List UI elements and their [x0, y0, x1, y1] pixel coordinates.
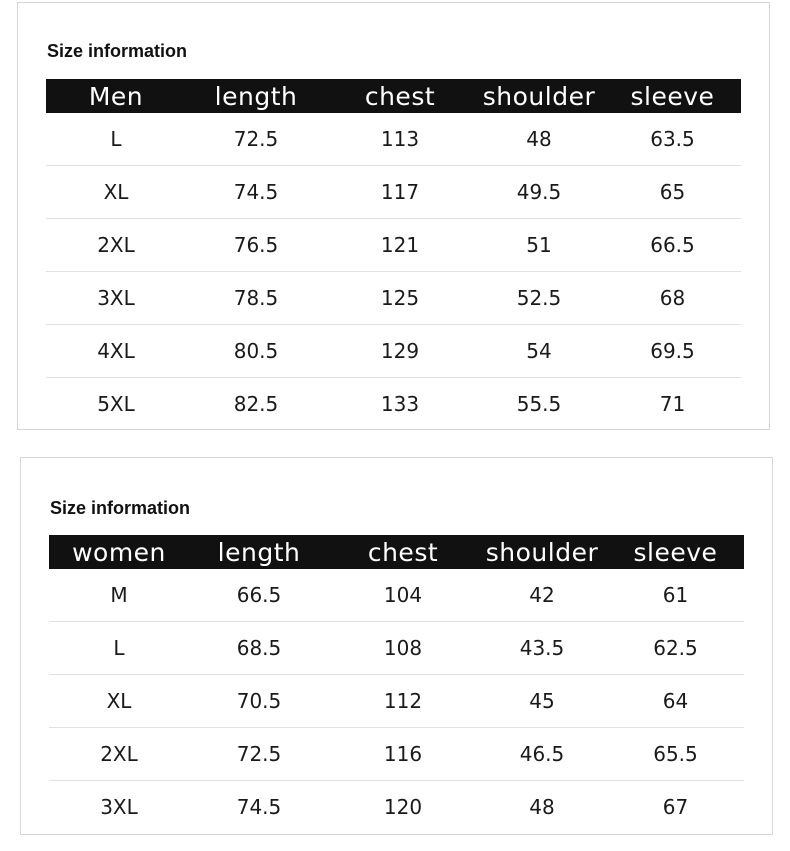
sleeve-cell: 66.5	[604, 219, 741, 272]
size-cell: M	[49, 569, 189, 622]
table-row: 3XL 74.5 120 48 67	[49, 781, 744, 834]
chest-cell: 112	[329, 675, 477, 728]
length-cell: 82.5	[186, 378, 326, 431]
men-size-table: Men length chest shoulder sleeve L 72.5 …	[46, 79, 741, 430]
length-cell: 68.5	[189, 622, 329, 675]
women-header-chest: chest	[329, 535, 477, 569]
table-row: 2XL 72.5 116 46.5 65.5	[49, 728, 744, 781]
table-row: L 72.5 113 48 63.5	[46, 113, 741, 166]
shoulder-cell: 48	[477, 781, 607, 834]
size-cell: 3XL	[46, 272, 186, 325]
table-row: 3XL 78.5 125 52.5 68	[46, 272, 741, 325]
length-cell: 74.5	[186, 166, 326, 219]
size-cell: 2XL	[46, 219, 186, 272]
length-cell: 76.5	[186, 219, 326, 272]
sleeve-cell: 62.5	[607, 622, 744, 675]
chest-cell: 133	[326, 378, 474, 431]
chest-cell: 108	[329, 622, 477, 675]
size-cell: 5XL	[46, 378, 186, 431]
length-cell: 74.5	[189, 781, 329, 834]
sleeve-cell: 65	[604, 166, 741, 219]
sleeve-cell: 61	[607, 569, 744, 622]
men-header-shoulder: shoulder	[474, 79, 604, 113]
length-cell: 80.5	[186, 325, 326, 378]
sleeve-cell: 67	[607, 781, 744, 834]
chest-cell: 104	[329, 569, 477, 622]
size-cell: XL	[46, 166, 186, 219]
men-header-row: Men length chest shoulder sleeve	[46, 79, 741, 113]
table-row: 5XL 82.5 133 55.5 71	[46, 378, 741, 431]
table-row: L 68.5 108 43.5 62.5	[49, 622, 744, 675]
men-header-sleeve: sleeve	[604, 79, 741, 113]
shoulder-cell: 48	[474, 113, 604, 166]
length-cell: 72.5	[189, 728, 329, 781]
size-cell: 2XL	[49, 728, 189, 781]
women-size-panel: Size information women length chest shou…	[20, 457, 773, 835]
women-header-length: length	[189, 535, 329, 569]
sleeve-cell: 71	[604, 378, 741, 431]
size-cell: L	[46, 113, 186, 166]
shoulder-cell: 46.5	[477, 728, 607, 781]
women-header-sleeve: sleeve	[607, 535, 744, 569]
women-header-shoulder: shoulder	[477, 535, 607, 569]
length-cell: 70.5	[189, 675, 329, 728]
size-cell: XL	[49, 675, 189, 728]
table-row: XL 74.5 117 49.5 65	[46, 166, 741, 219]
men-header-size: Men	[46, 79, 186, 113]
shoulder-cell: 45	[477, 675, 607, 728]
table-row: M 66.5 104 42 61	[49, 569, 744, 622]
length-cell: 66.5	[189, 569, 329, 622]
men-header-length: length	[186, 79, 326, 113]
men-size-panel: Size information Men length chest should…	[17, 2, 770, 430]
shoulder-cell: 42	[477, 569, 607, 622]
sleeve-cell: 63.5	[604, 113, 741, 166]
chest-cell: 121	[326, 219, 474, 272]
table-row: XL 70.5 112 45 64	[49, 675, 744, 728]
women-size-table: women length chest shoulder sleeve M 66.…	[49, 535, 744, 833]
chest-cell: 129	[326, 325, 474, 378]
men-section-title: Size information	[47, 41, 187, 62]
shoulder-cell: 51	[474, 219, 604, 272]
size-cell: 3XL	[49, 781, 189, 834]
shoulder-cell: 55.5	[474, 378, 604, 431]
shoulder-cell: 43.5	[477, 622, 607, 675]
shoulder-cell: 54	[474, 325, 604, 378]
chest-cell: 116	[329, 728, 477, 781]
length-cell: 72.5	[186, 113, 326, 166]
women-section-title: Size information	[50, 498, 190, 519]
men-header-chest: chest	[326, 79, 474, 113]
women-header-row: women length chest shoulder sleeve	[49, 535, 744, 569]
sleeve-cell: 65.5	[607, 728, 744, 781]
sleeve-cell: 64	[607, 675, 744, 728]
shoulder-cell: 49.5	[474, 166, 604, 219]
shoulder-cell: 52.5	[474, 272, 604, 325]
length-cell: 78.5	[186, 272, 326, 325]
chest-cell: 120	[329, 781, 477, 834]
chest-cell: 117	[326, 166, 474, 219]
sleeve-cell: 68	[604, 272, 741, 325]
women-header-size: women	[49, 535, 189, 569]
size-cell: L	[49, 622, 189, 675]
sleeve-cell: 69.5	[604, 325, 741, 378]
table-row: 2XL 76.5 121 51 66.5	[46, 219, 741, 272]
table-row: 4XL 80.5 129 54 69.5	[46, 325, 741, 378]
chest-cell: 125	[326, 272, 474, 325]
chest-cell: 113	[326, 113, 474, 166]
size-cell: 4XL	[46, 325, 186, 378]
